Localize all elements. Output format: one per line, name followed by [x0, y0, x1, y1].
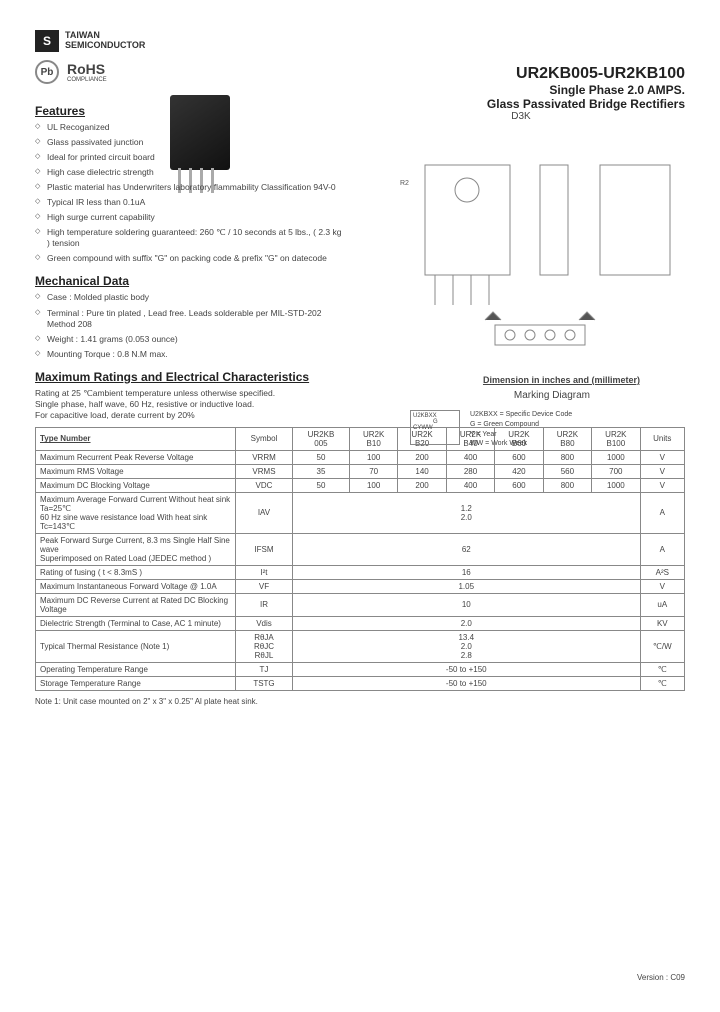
- table-row: Maximum Average Forward Current Without …: [36, 492, 685, 533]
- marking-legend4: WW = Work Week: [470, 439, 572, 449]
- table-row: Storage Temperature RangeTSTG-50 to +150…: [36, 676, 685, 690]
- table-row: Typical Thermal Resistance (Note 1)RθJA …: [36, 630, 685, 662]
- marking-chip-icon: U2KBXX G CYWW: [410, 410, 460, 445]
- table-row: Operating Temperature RangeTJ-50 to +150…: [36, 662, 685, 676]
- logo-text: TAIWAN SEMICONDUCTOR: [65, 31, 145, 51]
- table-row: Maximum DC Blocking VoltageVDC5010020040…: [36, 478, 685, 492]
- logo-line2: SEMICONDUCTOR: [65, 41, 145, 51]
- mechanical-item: Case : Molded plastic body: [35, 292, 345, 303]
- rohs-block: RoHS COMPLIANCE: [67, 61, 107, 83]
- mechanical-list: Case : Molded plastic body Terminal : Pur…: [35, 292, 345, 359]
- table-header: Symbol: [236, 427, 293, 450]
- dim-r2: R2: [400, 180, 409, 187]
- package-label: D3K: [487, 111, 555, 122]
- feature-item: Green compound with suffix "G" on packin…: [35, 253, 345, 264]
- feature-item: Glass passivated junction: [35, 137, 345, 148]
- features-list: UL Recoganized Glass passivated junction I…: [35, 122, 345, 264]
- rohs-sub: COMPLIANCE: [67, 77, 107, 83]
- marking-legend3: Y = Year: [470, 430, 572, 440]
- logo-icon: S: [35, 30, 59, 52]
- feature-item: Ideal for printed circuit board: [35, 152, 345, 163]
- mechanical-item: Mounting Torque : 0.8 N.M max.: [35, 349, 345, 360]
- mechanical-item: Weight : 1.41 grams (0.053 ounce): [35, 334, 345, 345]
- feature-item: Typical IR less than 0.1uA: [35, 197, 345, 208]
- title-block: UR2KB005-UR2KB100 Single Phase 2.0 AMPS.…: [487, 65, 685, 122]
- company-logo: S TAIWAN SEMICONDUCTOR: [35, 30, 685, 52]
- feature-item: UL Recoganized: [35, 122, 345, 133]
- ratings-note: Note 1: Unit case mounted on 2" x 3" x 0…: [35, 697, 685, 706]
- table-header: UR2KB 005: [292, 427, 349, 450]
- table-row: Maximum Instantaneous Forward Voltage @ …: [36, 579, 685, 593]
- marking-diagram: U2KBXX G CYWW U2KBXX = Specific Device C…: [410, 410, 650, 475]
- dimension-caption: Dimension in inches and (millimeter): [483, 375, 640, 385]
- mechanical-item: Terminal : Pure tin plated , Lead free. …: [35, 308, 345, 330]
- feature-item: High case dielectric strength: [35, 167, 345, 178]
- marking-caption: Marking Diagram: [514, 390, 590, 401]
- part-number: UR2KB005-UR2KB100: [487, 65, 685, 83]
- table-row: Dielectric Strength (Terminal to Case, A…: [36, 616, 685, 630]
- feature-item: High surge current capability: [35, 212, 345, 223]
- feature-item: Plastic material has Underwriters labora…: [35, 182, 345, 193]
- pb-badge-icon: Pb: [35, 60, 59, 84]
- marking-legend1: U2KBXX = Specific Device Code: [470, 410, 572, 420]
- feature-item: High temperature soldering guaranteed: 2…: [35, 227, 345, 249]
- mechanical-drawing: R2: [395, 130, 685, 350]
- table-row: Maximum DC Reverse Current at Rated DC B…: [36, 593, 685, 616]
- rohs-label: RoHS: [67, 61, 107, 77]
- table-header: Type Number: [36, 427, 236, 450]
- table-row: Rating of fusing ( t < 8.3mS )I²t16A²S: [36, 565, 685, 579]
- subtitle-line1: Single Phase 2.0 AMPS.: [487, 83, 685, 97]
- table-row: Peak Forward Surge Current, 8.3 ms Singl…: [36, 533, 685, 565]
- marking-legend2: G = Green Compound: [470, 420, 572, 430]
- subtitle-line2: Glass Passivated Bridge Rectifiers: [487, 97, 685, 111]
- version-label: Version : C09: [637, 973, 685, 982]
- table-header: UR2K B10: [349, 427, 397, 450]
